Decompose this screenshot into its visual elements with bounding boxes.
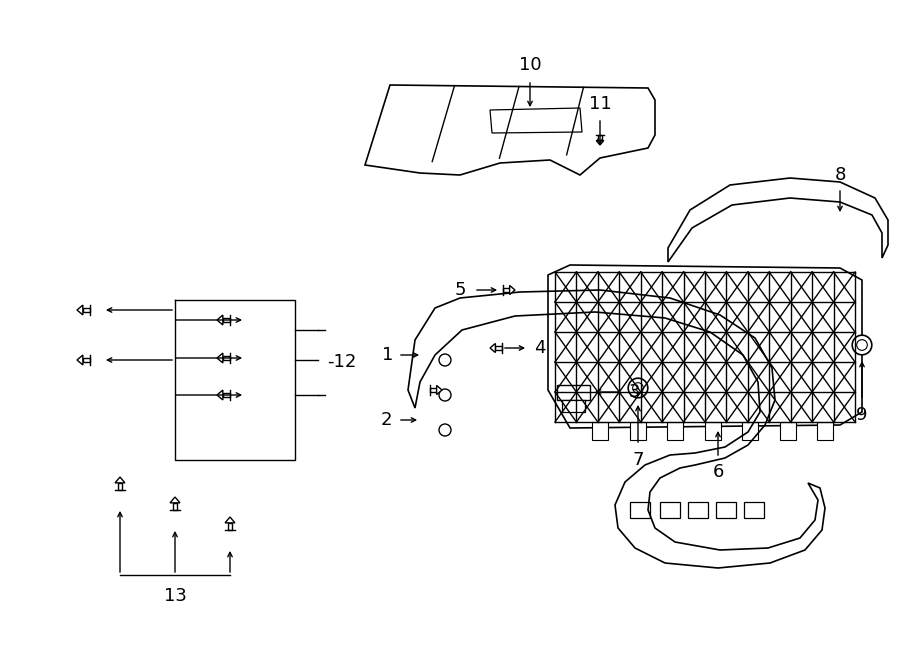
Polygon shape xyxy=(503,288,509,292)
Text: 7: 7 xyxy=(632,451,644,469)
Polygon shape xyxy=(667,422,683,440)
Polygon shape xyxy=(77,305,83,315)
Polygon shape xyxy=(557,385,590,400)
Text: 1: 1 xyxy=(382,346,393,364)
Text: 5: 5 xyxy=(454,281,466,299)
Polygon shape xyxy=(430,388,436,392)
Polygon shape xyxy=(592,422,608,440)
Text: 11: 11 xyxy=(589,95,611,113)
Polygon shape xyxy=(780,422,796,440)
Polygon shape xyxy=(495,346,502,350)
Polygon shape xyxy=(225,517,235,523)
Polygon shape xyxy=(817,422,833,440)
Polygon shape xyxy=(630,422,646,440)
Polygon shape xyxy=(217,390,223,400)
Polygon shape xyxy=(705,422,721,440)
Text: 9: 9 xyxy=(856,406,868,424)
Polygon shape xyxy=(562,400,585,412)
Circle shape xyxy=(852,335,872,355)
Polygon shape xyxy=(118,483,122,490)
Polygon shape xyxy=(223,393,230,397)
Polygon shape xyxy=(436,385,442,395)
Polygon shape xyxy=(228,523,232,530)
Text: 10: 10 xyxy=(518,56,541,74)
Text: -12: -12 xyxy=(327,353,356,371)
Polygon shape xyxy=(490,344,495,352)
Polygon shape xyxy=(598,135,602,141)
Text: 8: 8 xyxy=(834,166,846,184)
Polygon shape xyxy=(173,503,177,510)
Text: 4: 4 xyxy=(535,339,545,357)
Polygon shape xyxy=(217,353,223,363)
Polygon shape xyxy=(170,497,180,503)
Polygon shape xyxy=(115,477,125,483)
Polygon shape xyxy=(83,358,90,362)
Polygon shape xyxy=(742,422,758,440)
Polygon shape xyxy=(83,307,90,313)
Polygon shape xyxy=(223,356,230,360)
Text: 6: 6 xyxy=(712,463,724,481)
Polygon shape xyxy=(509,286,515,295)
Circle shape xyxy=(628,378,648,398)
Text: 2: 2 xyxy=(380,411,392,429)
Polygon shape xyxy=(223,318,230,323)
Polygon shape xyxy=(217,315,223,325)
Text: 3: 3 xyxy=(628,383,640,401)
Polygon shape xyxy=(596,141,604,145)
Polygon shape xyxy=(77,355,83,365)
Text: 13: 13 xyxy=(164,587,186,605)
